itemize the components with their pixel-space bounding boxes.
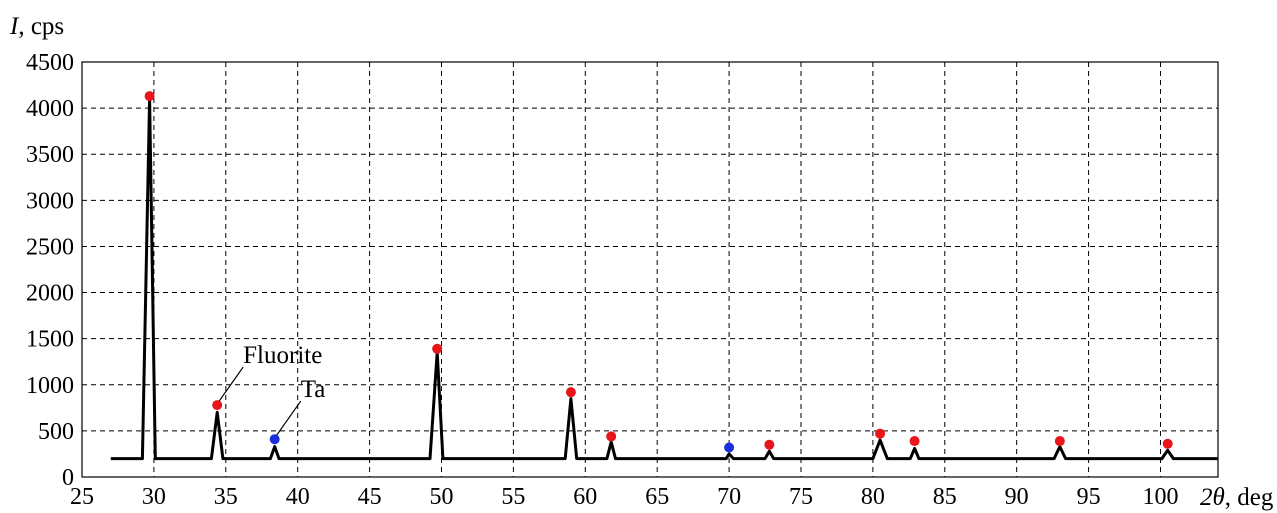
x-tick-label: 40 xyxy=(286,484,310,510)
plot-frame xyxy=(81,61,1219,478)
annotations: Fluorite Ta xyxy=(218,342,326,436)
y-tick-label: 1000 xyxy=(26,373,74,399)
y-tick-label: 2500 xyxy=(26,234,74,260)
fluorite-peak-marker xyxy=(875,428,886,439)
x-tick-label: 55 xyxy=(501,484,525,510)
x-tick-label: 85 xyxy=(933,484,957,510)
phase-markers xyxy=(144,91,1173,453)
x-tick-label: 70 xyxy=(717,484,741,510)
x-tick-label: 90 xyxy=(1005,484,1029,510)
y-tick-label: 4500 xyxy=(26,50,74,76)
x-tick-label: 75 xyxy=(789,484,813,510)
diffraction-trace xyxy=(110,97,1218,461)
x-tick-label: 30 xyxy=(142,484,166,510)
y-axis-title: I, cps xyxy=(9,13,64,40)
tick-labels: 25 30 35 40 45 50 55 60 65 70 75 80 85 90 95 1000500100… xyxy=(26,50,1178,510)
fluorite-peak-marker xyxy=(565,387,576,398)
x-axis-unit: , deg xyxy=(1225,484,1274,511)
y-tick-label: 4000 xyxy=(26,96,74,122)
fluorite-peak-marker xyxy=(144,91,155,102)
x-tick-label: 35 xyxy=(214,484,238,510)
ta-peak-marker xyxy=(269,434,280,445)
x-axis-symbol: 2θ xyxy=(1200,484,1225,511)
y-tick-label: 500 xyxy=(38,419,74,445)
x-tick-label: 95 xyxy=(1077,484,1101,510)
fluorite-peak-marker xyxy=(909,436,920,447)
ta-label: Ta xyxy=(301,376,326,403)
fluorite-peak-marker xyxy=(606,431,617,442)
x-tick-label: 100 xyxy=(1142,484,1178,510)
fluorite-leader-line xyxy=(218,366,244,402)
fluorite-peak-marker xyxy=(212,400,223,411)
x-tick-label: 45 xyxy=(358,484,382,510)
y-tick-label: 3500 xyxy=(26,142,74,168)
fluorite-label: Fluorite xyxy=(243,342,322,369)
x-tick-label: 65 xyxy=(645,484,669,510)
x-tick-label: 50 xyxy=(429,484,453,510)
fluorite-peak-marker xyxy=(432,343,443,354)
xrd-series-line xyxy=(110,97,1218,461)
y-tick-label: 3000 xyxy=(26,188,74,214)
x-tick-label: 60 xyxy=(573,484,597,510)
x-tick-label: 25 xyxy=(70,484,94,510)
x-tick-label: 80 xyxy=(861,484,885,510)
y-tick-label: 0 xyxy=(62,465,74,491)
ta-peak-marker xyxy=(724,442,735,453)
fluorite-peak-marker xyxy=(764,439,775,450)
fluorite-peak-marker xyxy=(1162,438,1173,449)
y-tick-label: 2000 xyxy=(26,281,74,307)
y-tick-label: 1500 xyxy=(26,327,74,353)
x-axis-title: 2θ, deg xyxy=(1200,484,1274,511)
y-axis-unit: , cps xyxy=(18,13,64,40)
grid-lines xyxy=(82,62,1218,477)
ta-leader-line xyxy=(276,400,302,436)
fluorite-peak-marker xyxy=(1054,436,1065,447)
y-axis-symbol: I xyxy=(9,13,20,40)
